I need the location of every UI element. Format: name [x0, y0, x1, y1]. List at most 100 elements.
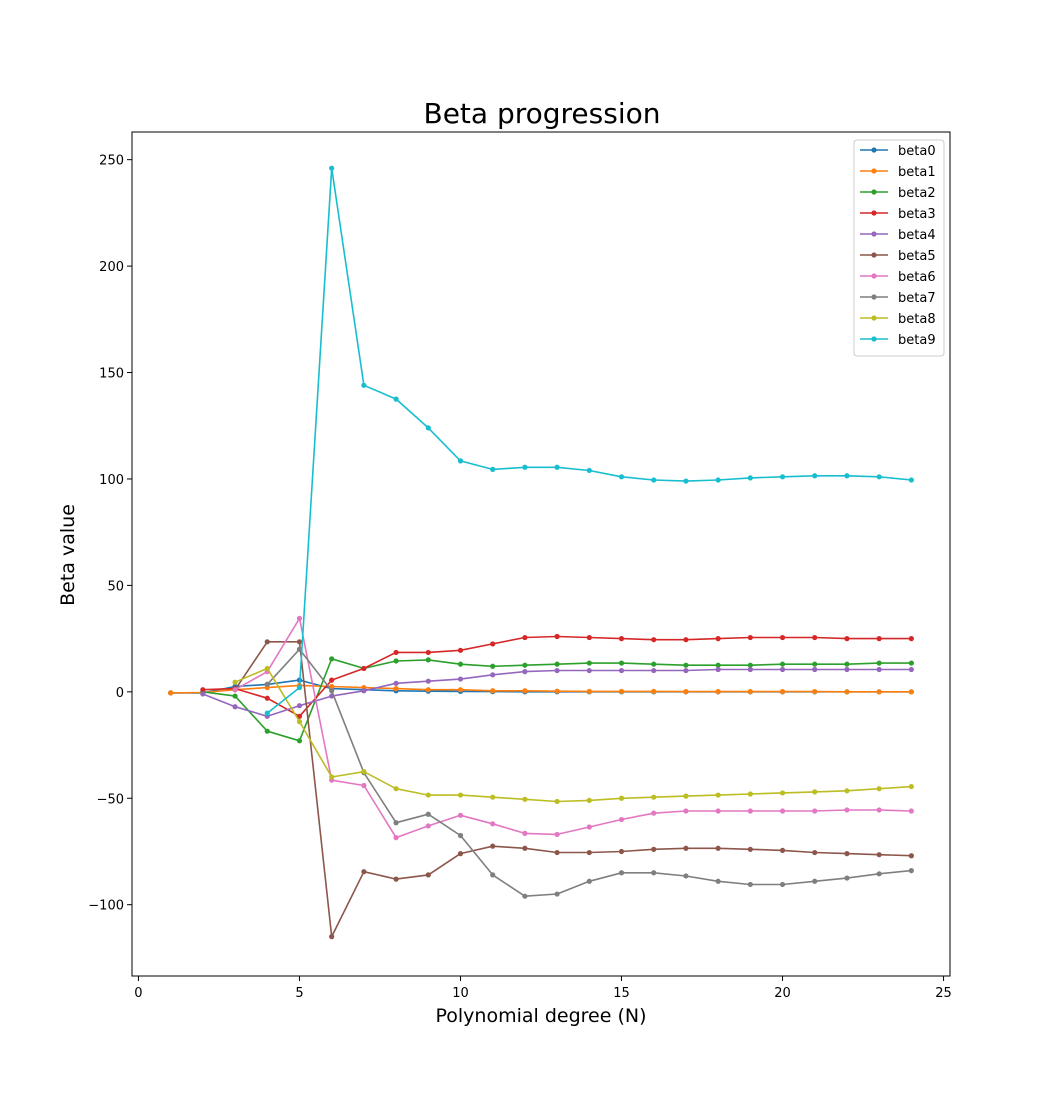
data-point	[908, 808, 914, 814]
data-point	[554, 633, 560, 640]
data-point	[651, 846, 657, 852]
data-point	[457, 851, 464, 857]
data-point	[683, 873, 689, 879]
data-point	[425, 678, 431, 684]
data-point	[683, 689, 689, 695]
data-point	[522, 464, 528, 470]
data-point	[393, 396, 399, 402]
data-point	[296, 615, 303, 621]
legend-item-beta1: beta1	[860, 165, 936, 180]
data-point	[296, 713, 303, 719]
data-point	[296, 738, 303, 744]
series-layer	[168, 165, 914, 940]
legend-marker	[871, 210, 877, 216]
data-point	[393, 876, 399, 882]
data-point	[522, 662, 528, 668]
data-point	[747, 475, 753, 481]
legend-marker	[871, 294, 877, 300]
data-point	[618, 688, 625, 695]
data-point	[296, 719, 303, 725]
data-point	[779, 790, 786, 796]
data-point	[264, 728, 270, 734]
data-point	[618, 848, 625, 855]
data-point	[457, 647, 464, 653]
data-point	[812, 666, 818, 673]
data-point	[522, 669, 528, 675]
data-point	[812, 789, 818, 795]
data-point	[747, 662, 753, 668]
series-beta5	[232, 639, 914, 940]
data-point	[329, 165, 335, 171]
data-point	[425, 425, 431, 431]
data-point	[908, 477, 914, 483]
data-point	[361, 688, 367, 694]
data-point	[200, 691, 206, 697]
legend-label: beta1	[898, 165, 936, 180]
data-point	[876, 807, 882, 813]
data-point	[876, 474, 882, 480]
data-point	[393, 658, 399, 664]
x-tick-label: 25	[935, 986, 952, 1001]
legend-label: beta5	[898, 249, 936, 264]
data-point	[908, 660, 914, 666]
legend-marker	[871, 168, 877, 174]
data-point	[586, 878, 592, 884]
data-point	[361, 782, 367, 789]
data-point	[554, 891, 560, 897]
legend-marker	[871, 273, 877, 279]
legend-marker	[871, 189, 877, 195]
data-point	[296, 684, 303, 691]
data-point	[554, 798, 560, 805]
data-point	[393, 680, 399, 686]
legend-label: beta9	[898, 333, 936, 348]
data-point	[490, 843, 496, 849]
data-point	[329, 688, 335, 694]
legend-item-beta8: beta8	[860, 312, 936, 327]
y-tick-label: −50	[97, 792, 124, 807]
data-point	[586, 797, 592, 803]
legend-item-beta3: beta3	[860, 207, 936, 222]
series-beta6	[232, 615, 914, 841]
data-point	[812, 661, 818, 667]
data-point	[232, 693, 238, 699]
data-point	[844, 875, 850, 881]
data-point	[779, 847, 786, 854]
data-point	[264, 639, 270, 645]
data-point	[393, 786, 399, 792]
data-point	[490, 672, 496, 678]
series-line-beta6	[234, 617, 912, 839]
data-point	[361, 769, 367, 775]
data-point	[425, 649, 431, 656]
data-point	[425, 872, 431, 878]
series-beta7	[264, 646, 914, 899]
series-beta8	[232, 665, 914, 805]
data-point	[812, 689, 818, 695]
legend-item-beta7: beta7	[860, 291, 936, 306]
data-point	[715, 666, 721, 673]
data-point	[264, 695, 270, 701]
data-point	[812, 634, 818, 641]
data-point	[168, 690, 174, 696]
legend-label: beta0	[898, 144, 936, 159]
data-point	[586, 849, 592, 856]
data-point	[618, 474, 625, 480]
data-point	[329, 656, 335, 662]
data-point	[683, 478, 689, 484]
x-axis-label: Polynomial degree (N)	[435, 1005, 646, 1027]
data-point	[618, 667, 625, 674]
data-point	[490, 872, 496, 878]
x-tick-label: 0	[134, 986, 142, 1001]
data-point	[200, 687, 206, 693]
data-point	[844, 788, 850, 794]
legend-item-beta5: beta5	[860, 249, 936, 264]
data-point	[747, 881, 753, 888]
data-point	[715, 878, 721, 884]
data-point	[908, 783, 914, 790]
data-point	[232, 687, 238, 693]
data-point	[232, 704, 238, 710]
data-point	[747, 666, 753, 673]
data-point	[683, 667, 689, 674]
data-point	[683, 808, 689, 814]
data-point	[876, 636, 882, 642]
data-point	[779, 474, 786, 480]
